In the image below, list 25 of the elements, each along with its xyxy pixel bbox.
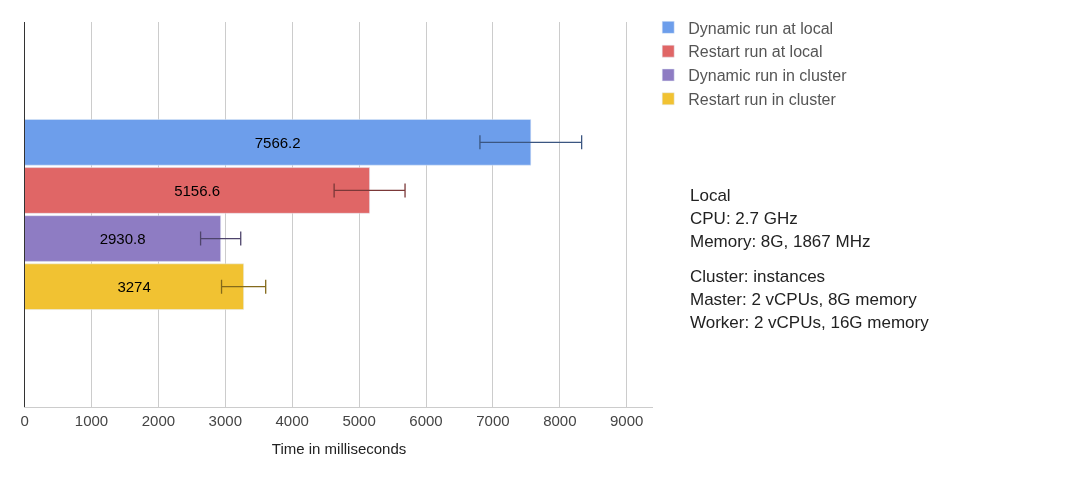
x-tick-label: 9000 [610,412,644,429]
text: Master: 2 vCPUs, 8G memory [690,290,918,309]
x-tick-label: 7000 [476,412,510,429]
x-tick-label: 3000 [208,412,242,429]
text: Local [690,186,731,205]
x-tick-label: 2000 [141,412,176,429]
x-tick-label: 4000 [275,412,309,429]
x-tick-label: 5000 [342,412,376,429]
x-tick-label: 1000 [74,412,109,429]
data-label: 2930.8 [99,230,146,248]
data-label: 5156.6 [174,181,221,199]
x-tick-label: 8000 [543,412,577,429]
text: Memory: 8G, 1867 MHz [690,232,871,251]
legend-label: Dynamic run at local [688,19,834,37]
text: Cluster: instances [690,267,826,286]
legend-label: Restart run at local [688,43,823,61]
x-tick-label: 0 [20,412,29,429]
x-tick-label: 6000 [409,412,443,429]
legend-label: Restart run in cluster [688,90,837,108]
data-label: 3274 [117,278,151,296]
text: CPU: 2.7 GHz [690,209,798,228]
x-axis-title: Time in milliseconds [271,440,407,457]
data-label: 7566.2 [254,133,301,151]
text: Worker: 2 vCPUs, 16G memory [690,313,930,332]
legend-label: Dynamic run in cluster [688,67,848,85]
